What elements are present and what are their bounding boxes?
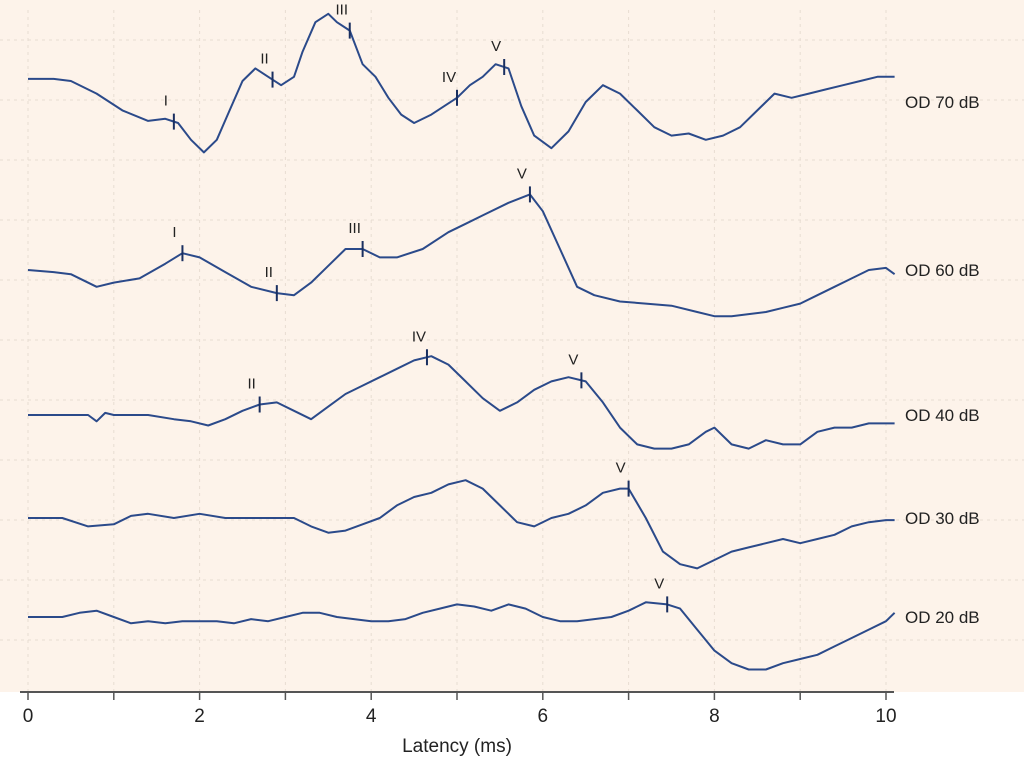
peak-label: I (172, 224, 176, 241)
waveform-trace (27, 193, 896, 318)
peak-label: V (616, 460, 626, 477)
peak-label: V (491, 38, 501, 55)
trace-label: OD 20 dB (905, 608, 980, 627)
x-axis-title: Latency (ms) (402, 736, 512, 757)
peak-label: II (247, 376, 255, 393)
x-tick-label: 0 (23, 706, 34, 727)
peak-label: I (164, 93, 168, 110)
x-tick-label: 8 (709, 706, 720, 727)
trace-label: OD 60 dB (905, 261, 980, 280)
plot-area-fill (0, 0, 1024, 692)
x-tick-label: 6 (538, 706, 549, 727)
trace-label: OD 30 dB (905, 509, 980, 528)
plot-area (0, 0, 1024, 692)
peak-label: II (260, 51, 268, 68)
waveform-trace (28, 601, 896, 671)
peak-label: V (517, 165, 527, 182)
trace-label-group: OD 70 dB OD 60 dB OD 40 dB OD 30 dB OD 20 dB (905, 93, 980, 627)
peak-label: III (335, 2, 348, 19)
waveform-trace (28, 479, 895, 570)
x-tick-label: 2 (194, 706, 205, 727)
peak-label: V (654, 575, 664, 592)
peak-label: V (568, 351, 578, 368)
trace-label: OD 40 dB (905, 406, 980, 425)
trace-label: OD 70 dB (905, 93, 980, 112)
trace-group (27, 12, 896, 671)
waveform-trace (28, 12, 895, 154)
peak-label: II (265, 264, 273, 281)
peak-label: IV (412, 328, 426, 345)
x-tick-label: 10 (875, 706, 896, 727)
peak-label: III (348, 220, 361, 237)
x-tick-label: 4 (366, 706, 377, 727)
waveform-trace (28, 355, 895, 450)
grid-lines (0, 10, 1024, 692)
x-axis: 0 2 4 6 8 10 (20, 691, 897, 727)
peak-label: IV (442, 69, 456, 86)
